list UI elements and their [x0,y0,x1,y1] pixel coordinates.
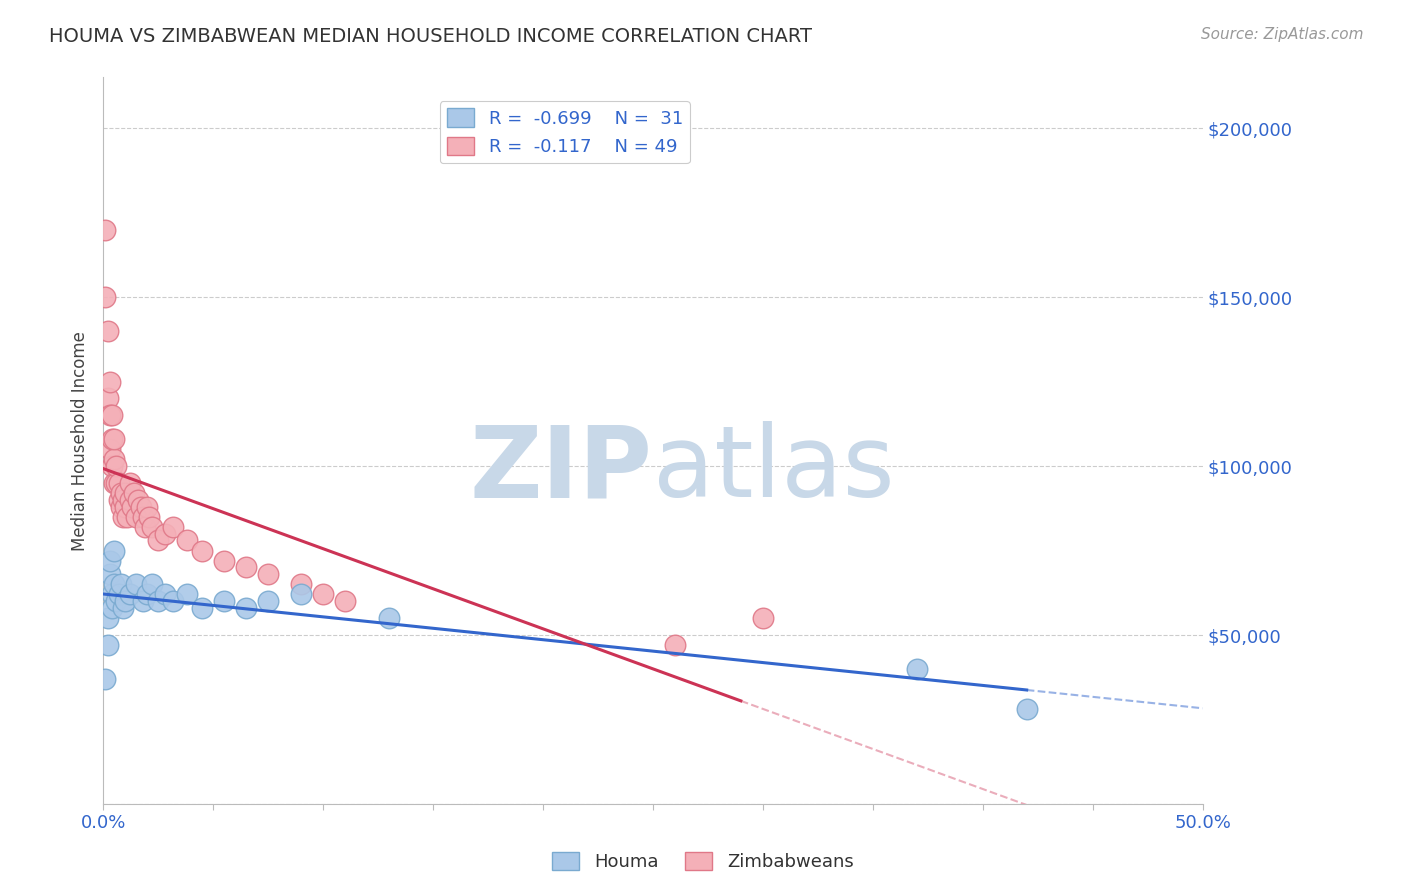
Point [107,492,129,507]
Point [98,567,121,582]
Point [110,500,132,514]
Point [101,432,124,446]
Text: ZIP: ZIP [470,421,652,518]
Point [141,577,163,591]
Point [101,458,124,473]
Point [290,577,312,591]
Point [176,533,198,548]
Point [378,611,401,625]
Point [212,594,235,608]
Point [212,554,235,568]
Point [125,509,148,524]
Point [94,222,117,236]
Point [105,475,128,490]
Point [752,611,775,625]
Point [257,594,280,608]
Point [153,587,176,601]
Point [162,594,184,608]
Point [107,587,129,601]
Point [191,601,214,615]
Point [96,611,118,625]
Point [101,587,124,601]
Point [118,587,141,601]
Point [290,587,312,601]
Point [191,543,214,558]
Point [235,560,257,574]
Point [94,672,117,686]
Point [101,601,124,615]
Text: Source: ZipAtlas.com: Source: ZipAtlas.com [1201,27,1364,42]
Point [101,409,124,423]
Point [96,324,118,338]
Point [96,638,118,652]
Point [107,475,129,490]
Point [136,500,159,514]
Point [110,577,132,591]
Point [122,486,145,500]
Point [98,554,121,568]
Point [146,533,169,548]
Point [162,520,184,534]
Point [153,526,176,541]
Point [125,577,148,591]
Text: HOUMA VS ZIMBABWEAN MEDIAN HOUSEHOLD INCOME CORRELATION CHART: HOUMA VS ZIMBABWEAN MEDIAN HOUSEHOLD INC… [49,27,813,45]
Point [1015,702,1038,716]
Point [118,492,141,507]
Point [138,509,160,524]
Point [132,509,155,524]
Point [98,442,121,457]
Point [134,520,156,534]
Point [103,543,125,558]
Point [136,587,159,601]
Point [141,520,163,534]
Point [111,509,134,524]
Point [103,577,125,591]
Point [127,492,149,507]
Point [105,458,128,473]
Point [129,500,152,514]
Point [118,475,141,490]
Legend: R =  -0.699    N =  31, R =  -0.117    N = 49: R = -0.699 N = 31, R = -0.117 N = 49 [440,101,690,163]
Point [117,509,139,524]
Point [98,409,121,423]
Point [905,662,928,676]
Point [132,594,155,608]
Point [111,492,134,507]
Point [333,594,356,608]
Point [257,567,280,582]
Point [664,638,686,652]
Point [114,500,136,514]
Point [103,432,125,446]
Point [114,594,136,608]
Point [96,392,118,406]
Point [103,452,125,467]
Point [312,587,335,601]
Point [111,601,134,615]
Point [94,290,117,304]
Point [176,587,198,601]
Point [235,601,257,615]
Point [103,475,125,490]
Y-axis label: Median Household Income: Median Household Income [72,331,89,550]
Point [114,486,136,500]
Point [105,594,128,608]
Legend: Houma, Zimbabweans: Houma, Zimbabweans [546,845,860,879]
Point [121,500,143,514]
Point [110,486,132,500]
Point [146,594,169,608]
Point [98,375,121,389]
Text: atlas: atlas [652,421,894,518]
